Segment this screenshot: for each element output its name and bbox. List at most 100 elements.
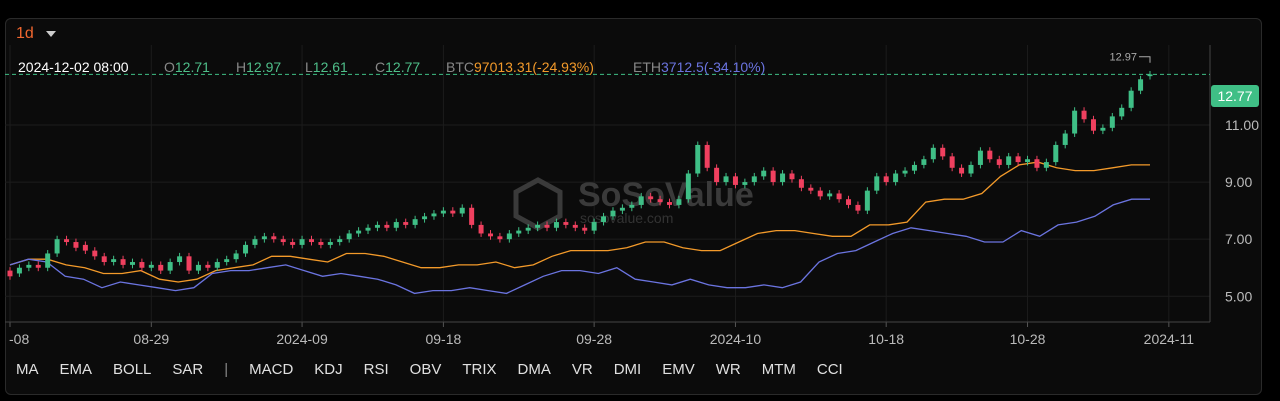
- high-marker-label: 12.97: [1109, 52, 1137, 64]
- candle-body: [111, 259, 117, 263]
- x-tick-label: 2024-10: [710, 331, 762, 347]
- candle-body: [987, 150, 993, 160]
- candle-body: [252, 239, 258, 245]
- caret-down-icon[interactable]: [46, 31, 56, 37]
- candle-body: [308, 239, 314, 243]
- ohlc-timestamp: 2024-12-02 08:00: [18, 59, 129, 75]
- candle-body: [412, 219, 418, 225]
- candle-body: [940, 147, 946, 157]
- x-tick-label: 09-18: [425, 331, 461, 347]
- candle-body: [789, 173, 795, 180]
- candle-body: [82, 244, 88, 251]
- candle-body: [770, 170, 776, 183]
- indicator-boll[interactable]: BOLL: [113, 361, 152, 378]
- candle-body: [930, 147, 936, 160]
- candle-body: [1081, 110, 1087, 120]
- candle-body: [751, 176, 757, 183]
- candle-body: [902, 170, 908, 174]
- candle-body: [996, 159, 1002, 165]
- indicator-separator: |: [224, 361, 229, 378]
- indicator-trix[interactable]: TRIX: [462, 361, 497, 378]
- x-tick-label: 2024-09: [276, 331, 328, 347]
- candle-body: [591, 222, 597, 231]
- indicator-vr[interactable]: VR: [571, 361, 593, 378]
- indicator-dmi[interactable]: DMI: [613, 361, 642, 378]
- indicator-sar[interactable]: SAR: [172, 361, 204, 378]
- candle-body: [619, 207, 625, 211]
- candle-body: [855, 204, 861, 211]
- ohlc-open: O12.71: [164, 59, 210, 75]
- candle-body: [403, 222, 409, 225]
- candle-body: [158, 264, 164, 271]
- indicator-rsi[interactable]: RSI: [363, 361, 389, 378]
- candle-body: [1072, 110, 1078, 134]
- candle-body: [186, 256, 192, 271]
- candle-body: [224, 259, 230, 263]
- indicator-emv[interactable]: EMV: [662, 361, 695, 378]
- candle-body: [195, 264, 201, 271]
- eth-legend: ETH3712.5(-34.10%): [633, 59, 766, 75]
- candle-body: [1109, 116, 1115, 128]
- candle-body: [1128, 90, 1134, 108]
- indicator-kdj[interactable]: KDJ: [314, 361, 343, 378]
- watermark-logo-icon: [513, 177, 563, 231]
- candle-body: [874, 176, 880, 191]
- candle-body: [676, 199, 682, 205]
- candle-body: [1062, 133, 1068, 145]
- candle-body: [450, 210, 456, 214]
- candle-body: [893, 173, 899, 183]
- indicator-wr[interactable]: WR: [715, 361, 741, 378]
- indicator-mtm[interactable]: MTM: [761, 361, 796, 378]
- candle-body: [139, 262, 145, 268]
- candle-body: [101, 256, 107, 263]
- x-tick-label: 08-29: [133, 331, 169, 347]
- candle-body: [440, 210, 446, 214]
- y-tick-label: 9.00: [1225, 174, 1252, 190]
- indicator-bar: MA EMA BOLL SAR | MACD KDJ RSI OBV TRIX DMA VR DMI EM…: [16, 361, 864, 378]
- x-tick-label: -08: [9, 331, 29, 347]
- candle-body: [478, 224, 484, 234]
- candle-body: [1138, 79, 1144, 91]
- candle-body: [798, 179, 804, 188]
- candle-body: [572, 224, 578, 228]
- candle-body: [864, 190, 870, 211]
- x-tick-label: 10-28: [1010, 331, 1046, 347]
- candle-body: [732, 176, 738, 185]
- candle-body: [290, 242, 296, 245]
- candle-body: [16, 267, 22, 274]
- indicator-dma[interactable]: DMA: [517, 361, 551, 378]
- candle-body: [374, 224, 380, 228]
- candle-body: [337, 239, 343, 243]
- candle-body: [92, 250, 98, 257]
- interval-selector[interactable]: 1d: [16, 25, 34, 42]
- candle-body: [1090, 119, 1096, 131]
- candle-body: [177, 256, 183, 263]
- candle-body: [742, 182, 748, 185]
- candle-body: [422, 216, 428, 220]
- candle-body: [695, 144, 701, 174]
- candle-body: [761, 170, 767, 177]
- candle-body: [327, 242, 333, 245]
- indicator-macd[interactable]: MACD: [249, 361, 294, 378]
- candle-body: [601, 216, 607, 223]
- btc-line: [9, 161, 1150, 283]
- indicator-cci[interactable]: CCI: [816, 361, 843, 378]
- candle-body: [1006, 156, 1012, 165]
- indicator-ma[interactable]: MA: [16, 361, 39, 378]
- candle-body: [817, 190, 823, 197]
- candle-body: [129, 262, 135, 265]
- candle-body: [243, 244, 249, 254]
- indicator-ema[interactable]: EMA: [59, 361, 93, 378]
- candle-body: [667, 202, 673, 205]
- candle-body: [120, 259, 126, 265]
- btc-legend: BTC97013.31(-24.93%): [446, 59, 594, 75]
- y-tick-label: 5.00: [1225, 288, 1252, 304]
- candle-body: [883, 176, 889, 183]
- candle-body: [949, 156, 955, 168]
- y-tick-label: 11.00: [1225, 117, 1259, 133]
- indicator-obv[interactable]: OBV: [409, 361, 442, 378]
- candle-body: [45, 253, 51, 268]
- current-price-badge: 12.77: [1211, 85, 1259, 107]
- candle-body: [648, 196, 654, 200]
